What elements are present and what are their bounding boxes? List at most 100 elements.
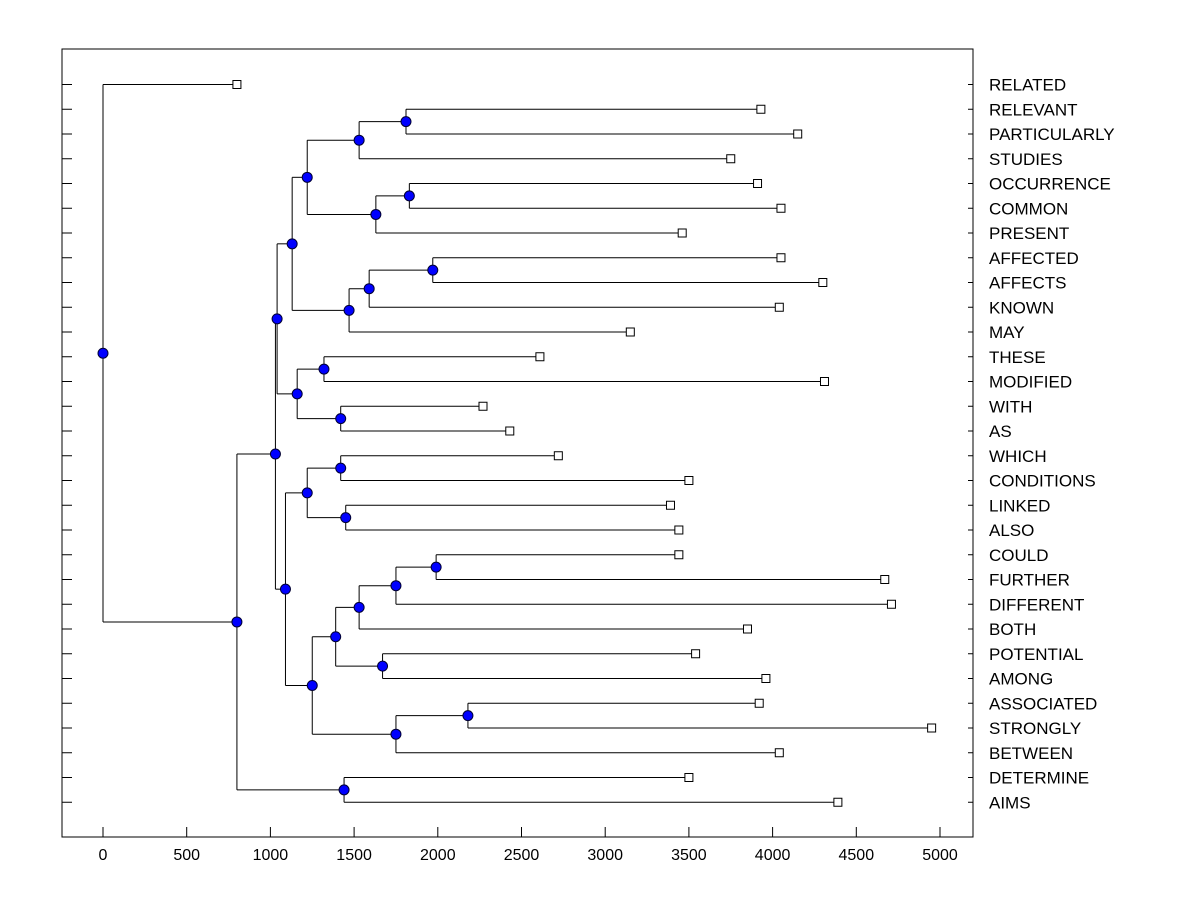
- merge-node: [231, 616, 243, 628]
- leaf-label: PARTICULARLY: [989, 125, 1115, 144]
- leaf-marker: [478, 401, 488, 411]
- leaf-marker: [776, 253, 786, 263]
- merge-node: [291, 388, 303, 400]
- leaf-marker: [761, 674, 771, 683]
- merge-node: [338, 784, 350, 796]
- leaf-marker: [818, 278, 828, 287]
- leaf-label: COULD: [989, 546, 1049, 565]
- x-tick-label: 3500: [671, 847, 707, 864]
- leaf-label: LINKED: [989, 496, 1050, 515]
- leaf-label: POTENTIAL: [989, 645, 1083, 664]
- leaf-marker: [753, 179, 763, 188]
- merge-node: [370, 208, 382, 220]
- merge-node: [301, 171, 313, 183]
- merge-node: [286, 238, 298, 250]
- x-tick-label: 3000: [587, 847, 623, 864]
- leaf-marker: [684, 476, 694, 485]
- merge-node: [430, 561, 442, 573]
- leaf-marker: [674, 550, 684, 560]
- leaf-label: AFFECTED: [989, 249, 1079, 268]
- leaf-marker: [684, 773, 694, 782]
- leaf-label: CONDITIONS: [989, 472, 1096, 491]
- merge-node: [271, 313, 283, 325]
- leaf-marker: [819, 377, 829, 386]
- x-tick-label: 1000: [253, 847, 289, 864]
- leaf-marker: [553, 451, 563, 461]
- merge-node: [301, 487, 313, 499]
- leaf-label: AFFECTS: [989, 274, 1066, 293]
- leaf-marker: [886, 599, 896, 609]
- leaf-label: AIMS: [989, 793, 1031, 812]
- leaf-marker: [665, 500, 675, 510]
- leaf-label: WHICH: [989, 447, 1047, 466]
- x-tick-label: 2000: [420, 847, 456, 864]
- leaf-marker: [774, 302, 784, 312]
- leaf-marker: [927, 723, 937, 733]
- leaf-markers: [232, 80, 937, 807]
- leaf-label: AMONG: [989, 670, 1053, 689]
- merge-node: [363, 283, 375, 295]
- leaf-label: DIFFERENT: [989, 595, 1084, 614]
- merge-node: [330, 631, 342, 643]
- merge-node: [340, 512, 352, 524]
- merge-node: [390, 580, 402, 592]
- leaf-marker: [691, 649, 701, 659]
- leaf-label: OCCURRENCE: [989, 175, 1111, 194]
- leaf-label: THESE: [989, 348, 1046, 367]
- leaf-marker: [674, 525, 684, 535]
- leaf-marker: [505, 426, 515, 436]
- merge-node: [400, 116, 412, 128]
- merge-node: [462, 710, 474, 722]
- leaf-marker: [774, 748, 784, 758]
- leaf-label: MAY: [989, 323, 1025, 342]
- merge-node: [427, 264, 439, 276]
- merge-node: [97, 347, 109, 359]
- merge-nodes: [97, 116, 474, 796]
- merge-node: [403, 190, 415, 202]
- leaf-marker: [833, 797, 843, 807]
- x-tick-label: 5000: [922, 847, 958, 864]
- merge-node: [377, 660, 389, 672]
- x-tick-label: 500: [173, 847, 200, 864]
- leaf-label: BETWEEN: [989, 744, 1073, 763]
- leaf-labels: RELATED RELEVANT PARTICULARLY STUDIES OCCURR…: [989, 76, 1115, 813]
- x-tick-label: 4500: [839, 847, 875, 864]
- leaf-marker: [742, 624, 752, 634]
- merge-node: [353, 134, 365, 146]
- leaf-marker: [726, 154, 736, 164]
- leaf-label: KNOWN: [989, 298, 1054, 317]
- merge-node: [390, 728, 402, 740]
- x-tick-label: 0: [99, 847, 108, 864]
- merge-node: [269, 448, 281, 460]
- x-tick-label: 4000: [755, 847, 791, 864]
- x-axis: 0 500 1000 1500 2000 2500 3000 3500 4000 4500 5000: [99, 827, 958, 864]
- leaf-label: PRESENT: [989, 224, 1069, 243]
- merge-node: [335, 413, 347, 425]
- merge-node: [318, 363, 330, 375]
- leaf-label: FURTHER: [989, 571, 1070, 590]
- leaf-label: COMMON: [989, 199, 1068, 218]
- merge-node: [335, 462, 347, 474]
- leaf-marker: [756, 104, 766, 114]
- leaf-marker: [880, 575, 890, 584]
- merge-node: [343, 304, 355, 316]
- leaf-marker: [625, 327, 635, 337]
- merge-node: [353, 601, 365, 613]
- leaf-marker: [677, 228, 687, 238]
- leaf-label: ALSO: [989, 521, 1034, 540]
- x-tick-label: 2500: [504, 847, 540, 864]
- leaf-ticks: [62, 84, 973, 803]
- x-tick-label: 1500: [336, 847, 372, 864]
- leaf-marker: [793, 129, 803, 139]
- leaf-marker: [776, 203, 786, 213]
- merge-node: [306, 679, 318, 691]
- leaf-label: ASSOCIATED: [989, 694, 1097, 713]
- plot-frame: [61, 48, 974, 838]
- leaf-label: RELATED: [989, 76, 1066, 95]
- leaf-marker: [754, 698, 764, 708]
- leaf-label: BOTH: [989, 620, 1036, 639]
- leaf-label: MODIFIED: [989, 373, 1072, 392]
- leaf-label: RELEVANT: [989, 100, 1078, 119]
- leaf-label: WITH: [989, 397, 1032, 416]
